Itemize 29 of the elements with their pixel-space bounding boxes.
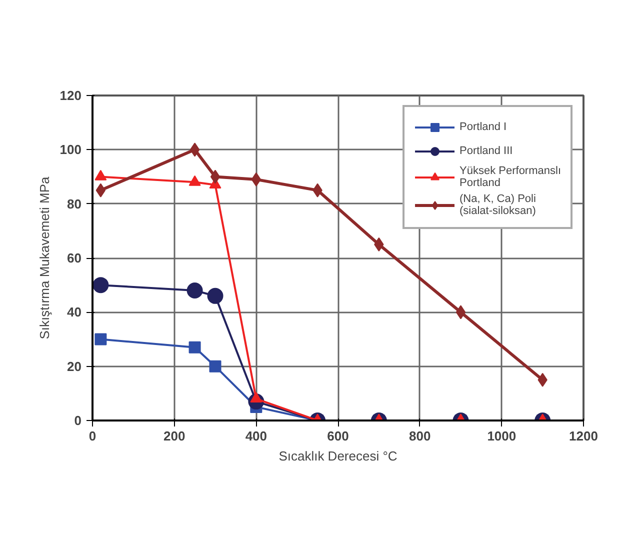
x-tick-label: 200 xyxy=(163,428,186,444)
y-axis-title: Sıkıştırma Mukavemeti MPa xyxy=(36,176,52,340)
y-tick-label: 0 xyxy=(74,413,82,428)
legend-label: Portland III xyxy=(460,145,513,157)
x-tick-label: 600 xyxy=(327,428,349,444)
point xyxy=(190,142,200,157)
point xyxy=(207,288,224,304)
point xyxy=(186,282,203,298)
y-tick-label: 100 xyxy=(60,142,82,158)
x-tick-label: 1000 xyxy=(487,428,516,444)
legend-label: (Na, K, Ca) Poli (sialat-siloksan) xyxy=(460,193,536,217)
x-tick-label: 400 xyxy=(245,428,268,444)
y-tick-label: 120 xyxy=(60,88,82,103)
y-tick-label: 60 xyxy=(67,250,82,266)
x-tick-label: 1200 xyxy=(569,428,598,444)
point xyxy=(96,183,106,198)
legend-label: Portland I xyxy=(460,121,507,133)
legend-label: Yüksek Performanslı Portland xyxy=(460,165,561,189)
point xyxy=(456,305,466,320)
x-tick-label: 0 xyxy=(88,428,96,444)
point xyxy=(94,333,107,346)
point xyxy=(188,341,201,354)
y-tick-label: 40 xyxy=(67,304,82,320)
x-axis-title: Sıcaklık Derecesi °C xyxy=(278,448,398,464)
x-tick-label: 800 xyxy=(408,428,431,444)
y-tick-label: 20 xyxy=(67,358,82,374)
point xyxy=(210,170,220,184)
point xyxy=(92,277,109,294)
y-tick-label: 80 xyxy=(67,196,82,212)
